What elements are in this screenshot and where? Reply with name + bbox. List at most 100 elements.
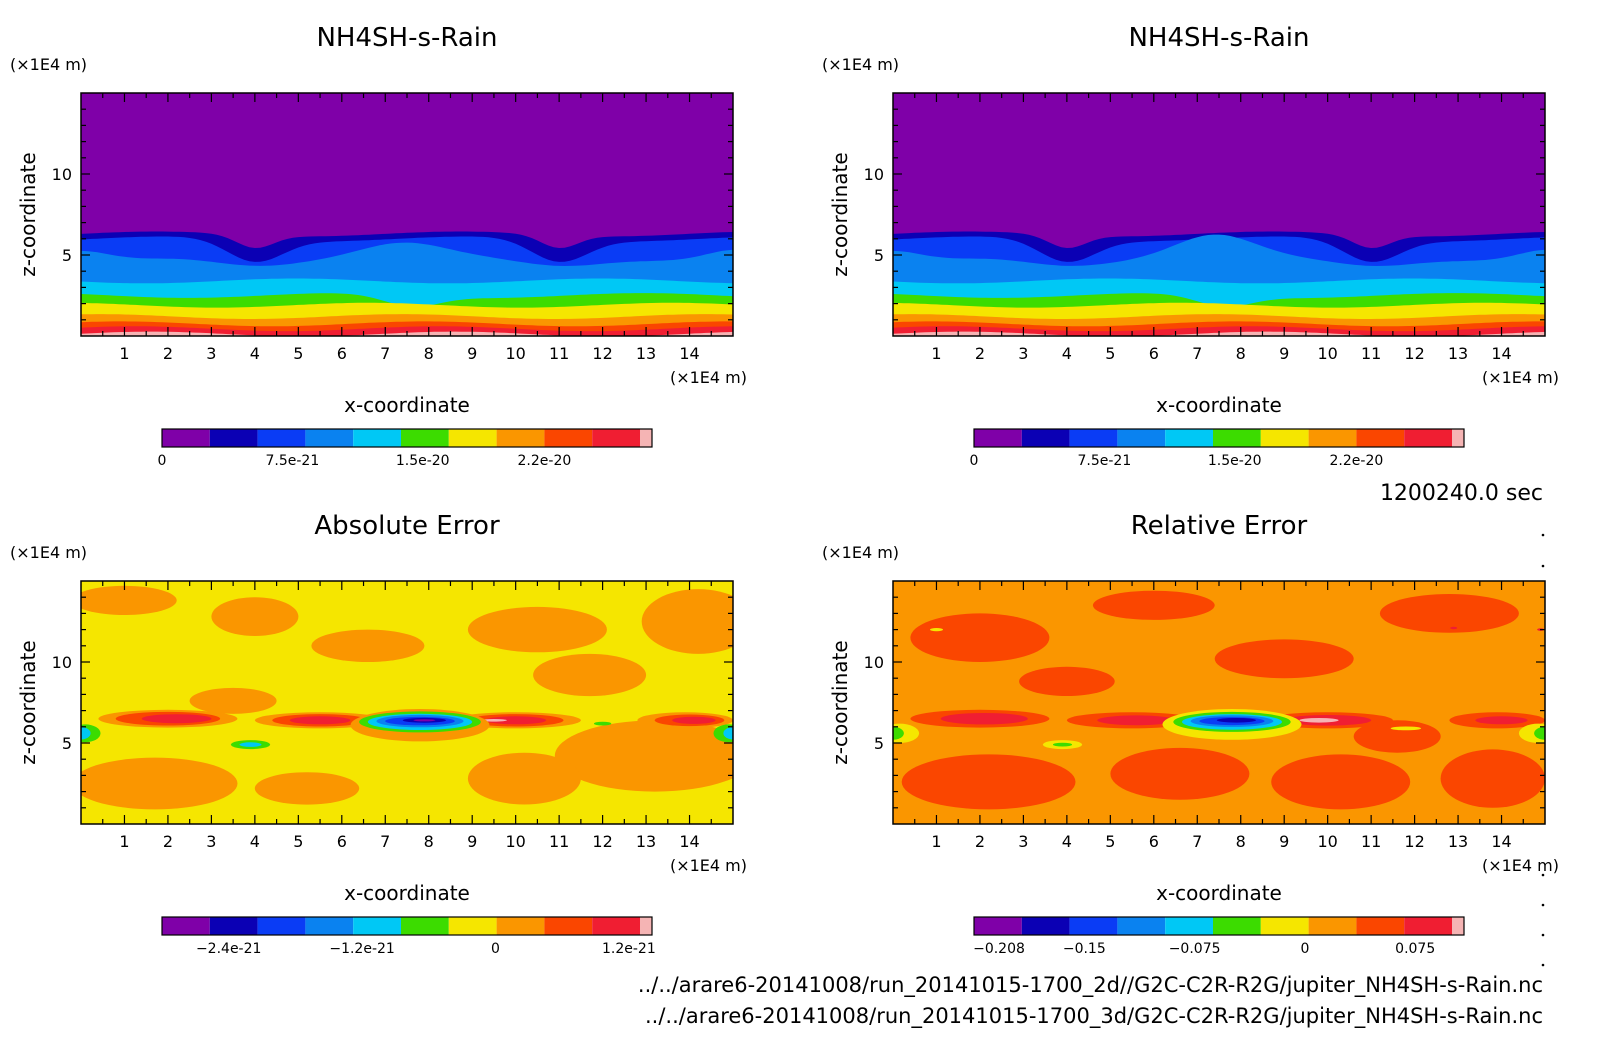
- colorbar-swatch-red: [592, 917, 640, 935]
- x-tick-label: 10: [505, 832, 525, 851]
- contour-region-navy: [1216, 718, 1256, 723]
- contour-region-green: [893, 726, 904, 740]
- colorbar-swatch-azure: [1117, 917, 1166, 935]
- colorbar-swatch-yellow: [1260, 429, 1309, 447]
- contour-region-redorange: [910, 613, 1050, 662]
- contour-field: [893, 581, 1545, 824]
- colorbar-label: 0: [491, 941, 500, 957]
- colorbar-label: 0.075: [1395, 941, 1435, 957]
- y-tick-label: 10: [52, 165, 72, 184]
- x-tick-label: 11: [549, 344, 569, 363]
- colorbar-swatch-red: [1404, 429, 1452, 447]
- contour-region-cyan: [239, 742, 262, 747]
- colorbar-swatch-yellow: [448, 917, 497, 935]
- x-tick-label: 8: [424, 344, 434, 363]
- x-tick-label: 7: [1192, 832, 1202, 851]
- contour-region-orange: [467, 606, 607, 653]
- margin-dot: [1541, 564, 1545, 568]
- colorbar-frame: [161, 916, 653, 936]
- colorbar-label: 1.5e-20: [396, 453, 450, 469]
- x-axis-label: x-coordinate: [1156, 881, 1282, 905]
- colorbar-swatch-purple: [974, 429, 1022, 447]
- chart-title: NH4SH-s-Rain: [1128, 23, 1309, 53]
- colorbar-label: −2.4e-21: [196, 941, 261, 957]
- x-tick-label: 5: [1105, 832, 1115, 851]
- colorbar-swatch-navy: [209, 429, 258, 447]
- y-tick-label: 10: [864, 653, 884, 672]
- x-tick-label: 3: [1018, 344, 1028, 363]
- x-tick-label: 1: [119, 344, 129, 363]
- colorbar-label: 0: [158, 453, 167, 469]
- x-tick-label: 13: [1448, 344, 1468, 363]
- colorbar-swatch-cyan: [353, 429, 401, 447]
- y-unit-label: (×1E4 m): [10, 543, 87, 562]
- colorbar-swatch-blue: [1069, 917, 1118, 935]
- contour-region-yellow: [930, 628, 943, 632]
- x-tick-label: 4: [1062, 832, 1072, 851]
- contour-region-orange: [189, 687, 277, 714]
- colorbar-label: −0.15: [1063, 941, 1106, 957]
- x-tick-label: 14: [679, 344, 699, 363]
- margin-dot: [1541, 903, 1545, 907]
- chart-title: NH4SH-s-Rain: [316, 23, 497, 53]
- x-tick-label: 3: [1018, 832, 1028, 851]
- x-unit-label: (×1E4 m): [670, 856, 747, 875]
- contour-region-cyan: [723, 727, 733, 740]
- y-axis-label: z-coordinate: [828, 152, 852, 276]
- colorbar-swatch-yellow: [448, 429, 497, 447]
- x-tick-label: 12: [592, 832, 612, 851]
- contour-region-orange: [641, 589, 733, 654]
- x-tick-label: 5: [293, 832, 303, 851]
- x-tick-label: 3: [206, 344, 216, 363]
- chart-title: Relative Error: [1131, 511, 1308, 541]
- contour-region-cyan: [81, 727, 91, 740]
- colorbar-swatch-orange: [1308, 429, 1357, 447]
- colorbar-swatch-purple: [162, 917, 210, 935]
- x-tick-label: 1: [931, 344, 941, 363]
- contour-region-redorange: [1110, 747, 1250, 800]
- x-tick-label: 6: [337, 344, 347, 363]
- contour-region-redorange: [1214, 639, 1354, 679]
- x-tick-label: 7: [380, 832, 390, 851]
- x-tick-label: 9: [467, 344, 477, 363]
- x-tick-label: 2: [975, 832, 985, 851]
- x-tick-label: 6: [1149, 344, 1159, 363]
- colorbar-swatch-green: [1213, 429, 1261, 447]
- contour-region-red: [672, 716, 716, 724]
- x-unit-label: (×1E4 m): [670, 368, 747, 387]
- colorbar-swatch-cyan: [1165, 429, 1213, 447]
- colorbar-frame: [973, 428, 1465, 448]
- contour-region-redorange: [901, 754, 1076, 810]
- x-unit-label: (×1E4 m): [1482, 368, 1559, 387]
- chart-panel-4: Relative Error(×1E4 m)1 2 3 4 5 6 7 8 9 10 11 12 13 1…: [822, 511, 1559, 957]
- colorbar-swatch-green: [401, 429, 449, 447]
- x-tick-label: 1: [931, 832, 941, 851]
- y-axis-label: z-coordinate: [16, 640, 40, 764]
- x-unit-label: (×1E4 m): [1482, 856, 1559, 875]
- contour-region-red: [1475, 716, 1528, 725]
- contour-region-pink: [1299, 718, 1339, 723]
- colorbar-swatch-azure: [305, 429, 354, 447]
- colorbar-swatch-green: [1213, 917, 1261, 935]
- y-tick-label: 5: [874, 734, 884, 753]
- contour-region-green: [1534, 726, 1545, 740]
- x-axis-label: x-coordinate: [344, 393, 470, 417]
- colorbar-swatch-orange: [1308, 917, 1357, 935]
- y-tick-label: 10: [864, 165, 884, 184]
- x-tick-label: 2: [163, 344, 173, 363]
- colorbar-swatch-orange: [496, 917, 545, 935]
- x-tick-label: 1: [119, 832, 129, 851]
- y-unit-label: (×1E4 m): [822, 55, 899, 74]
- contour-region-red: [940, 713, 1028, 725]
- contour-region-orange: [81, 585, 177, 615]
- x-tick-label: 11: [1361, 832, 1381, 851]
- x-tick-label: 4: [250, 344, 260, 363]
- colorbar-swatch-navy: [1021, 429, 1070, 447]
- colorbar-swatch-purple: [162, 429, 210, 447]
- colorbar-label: 0: [970, 453, 979, 469]
- colorbar-label: −0.208: [973, 941, 1025, 957]
- x-tick-label: 12: [1404, 344, 1424, 363]
- colorbar-swatch-navy: [1021, 917, 1070, 935]
- y-unit-label: (×1E4 m): [10, 55, 87, 74]
